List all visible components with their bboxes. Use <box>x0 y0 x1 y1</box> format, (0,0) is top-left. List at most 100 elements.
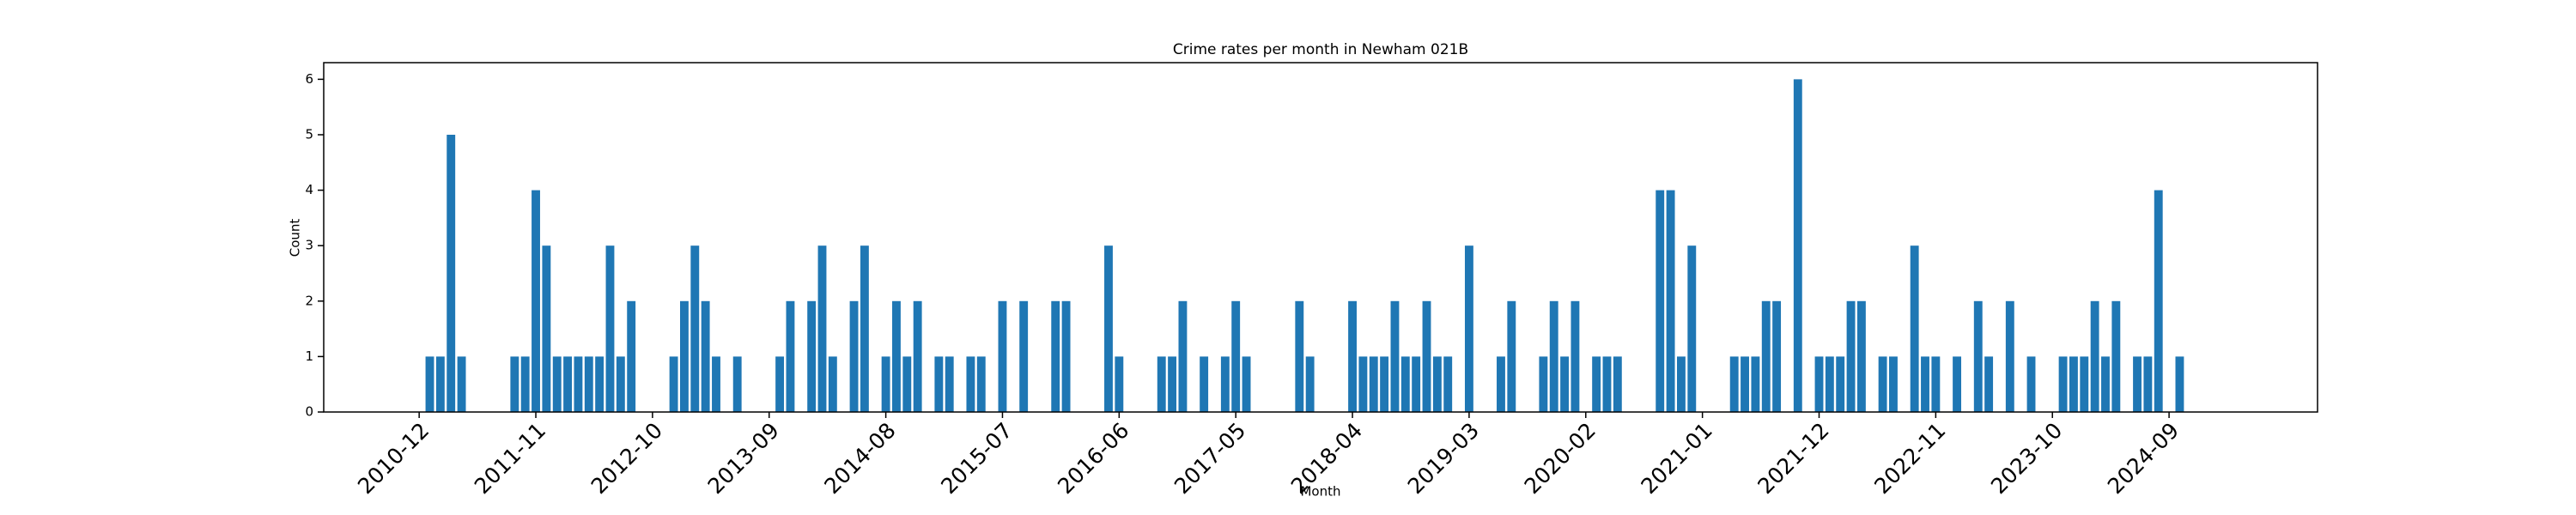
bar <box>1412 356 1421 412</box>
bar <box>1889 356 1898 412</box>
bar <box>1825 356 1834 412</box>
bar <box>2080 356 2089 412</box>
x-tick-label: 2011-11 <box>470 418 550 499</box>
bar <box>2111 300 2121 412</box>
bar <box>1432 356 1442 412</box>
bar <box>1242 356 1251 412</box>
bar <box>732 356 742 412</box>
bar <box>2154 190 2163 413</box>
bar <box>1931 356 1941 412</box>
bar <box>1168 356 1177 412</box>
bar <box>1592 356 1601 412</box>
bar <box>2101 356 2110 412</box>
bar <box>934 356 944 412</box>
bar <box>510 356 519 412</box>
bar <box>1656 190 1665 413</box>
y-axis-label: Count <box>288 219 303 258</box>
bar <box>595 356 605 412</box>
bar <box>701 300 710 412</box>
bar <box>1348 300 1357 412</box>
bar <box>1973 300 1983 412</box>
y-tick-label: 4 <box>305 182 313 197</box>
bar <box>669 356 678 412</box>
bar <box>2069 356 2078 412</box>
x-tick-label: 2016-06 <box>1053 418 1133 499</box>
bar <box>2175 356 2184 412</box>
x-tick-label: 2010-12 <box>353 418 434 499</box>
x-axis-label: Month <box>1300 484 1340 500</box>
bar <box>1729 356 1739 412</box>
bar <box>1051 300 1060 412</box>
bar <box>584 356 593 412</box>
y-tick-label: 6 <box>305 71 313 87</box>
x-tick-label: 2012-10 <box>586 418 667 499</box>
bar <box>1200 356 1209 412</box>
bar <box>902 356 912 412</box>
bar <box>1220 356 1230 412</box>
bar <box>1539 356 1548 412</box>
bar <box>1602 356 1612 412</box>
x-tick-label: 2019-03 <box>1403 418 1484 499</box>
bar <box>2090 300 2099 412</box>
bar <box>1464 245 1473 412</box>
bar <box>1772 300 1782 412</box>
bar <box>1507 300 1516 412</box>
x-tick-label: 2021-01 <box>1636 418 1716 499</box>
bar <box>712 356 720 412</box>
x-tick-label: 2024-09 <box>2103 418 2184 499</box>
bar <box>881 356 890 412</box>
bar <box>828 356 837 412</box>
bar <box>574 356 583 412</box>
bar <box>1676 356 1686 412</box>
bar <box>1061 300 1071 412</box>
bar <box>1104 245 1113 412</box>
x-tick-label: 2023-10 <box>1986 418 2067 499</box>
bar <box>447 134 456 412</box>
bar <box>520 356 530 412</box>
bar <box>1921 356 1929 412</box>
bar <box>1497 356 1505 412</box>
x-tick-label: 2020-02 <box>1520 418 1601 499</box>
bar <box>1358 356 1368 412</box>
bar <box>1422 300 1431 412</box>
bar <box>1231 300 1241 412</box>
bar <box>1380 356 1389 412</box>
bar <box>552 356 562 412</box>
y-tick-label: 1 <box>305 348 313 364</box>
y-tick-label: 5 <box>305 126 313 142</box>
bar <box>1878 356 1887 412</box>
bar <box>1666 190 1675 413</box>
bar <box>2133 356 2142 412</box>
bar <box>913 300 922 412</box>
bar <box>1549 300 1558 412</box>
bar <box>2026 356 2036 412</box>
bar <box>616 356 625 412</box>
bar <box>425 356 434 412</box>
x-tick-label: 2017-05 <box>1170 418 1250 499</box>
bar <box>1741 356 1749 412</box>
bar <box>1953 356 1962 412</box>
bar <box>2143 356 2153 412</box>
bar <box>605 245 615 412</box>
bar <box>1793 79 1802 412</box>
bar <box>1305 356 1315 412</box>
chart-title: Crime rates per month in Newham 021B <box>1173 41 1468 58</box>
x-tick-label: 2022-11 <box>1869 418 1950 499</box>
bar <box>945 356 954 412</box>
bar <box>1836 356 1845 412</box>
bar <box>457 356 466 412</box>
bar <box>1687 245 1697 412</box>
bar <box>1390 300 1400 412</box>
bar <box>1019 300 1029 412</box>
bar <box>563 356 573 412</box>
y-tick-label: 0 <box>305 404 313 420</box>
x-tick-label: 2013-09 <box>703 418 784 499</box>
bar <box>1157 356 1166 412</box>
bar <box>1400 356 1410 412</box>
y-tick-label: 2 <box>305 293 313 308</box>
bar <box>2058 356 2068 412</box>
bar <box>1295 300 1304 412</box>
bar <box>1984 356 1994 412</box>
bar <box>786 300 795 412</box>
